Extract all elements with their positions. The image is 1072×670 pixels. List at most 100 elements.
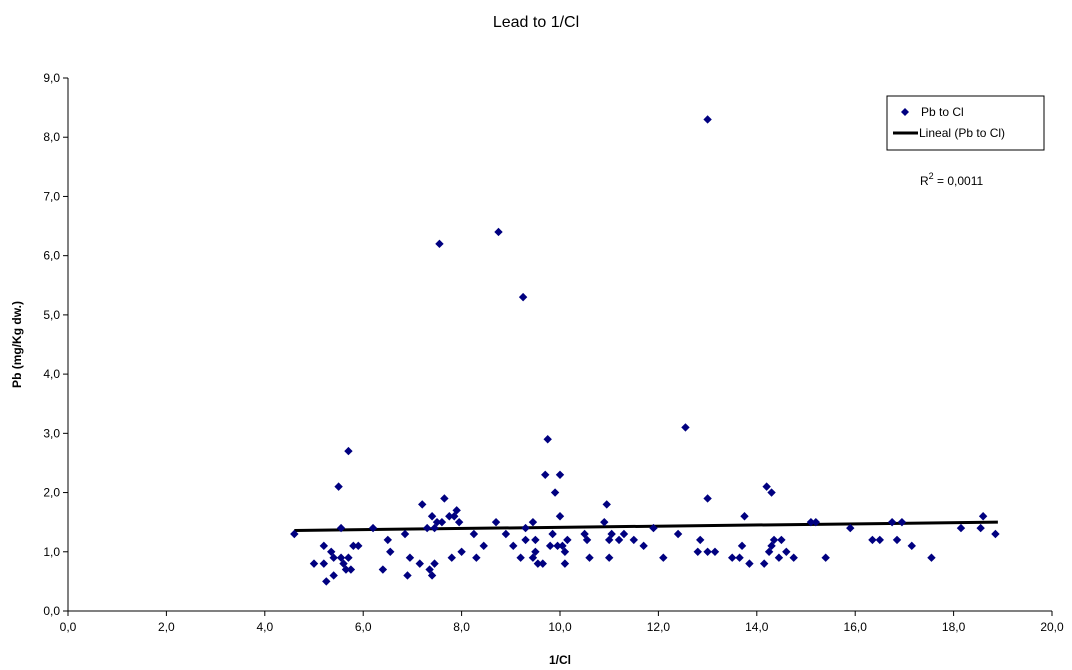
data-point	[516, 553, 525, 562]
x-tick-label: 20,0	[1040, 620, 1064, 634]
data-point	[976, 523, 985, 533]
data-point	[735, 553, 744, 562]
y-tick-label: 0,0	[43, 604, 60, 618]
data-point	[774, 553, 784, 562]
data-point	[378, 565, 388, 574]
data-point	[329, 553, 338, 562]
legend-trendline-label: Lineal (Pb to Cl)	[919, 126, 1005, 140]
data-point	[437, 517, 447, 527]
x-tick-label: 0,0	[60, 620, 77, 634]
data-point	[528, 553, 538, 562]
y-tick-label: 8,0	[43, 130, 60, 144]
x-axis-label: 1/Cl	[549, 653, 571, 667]
data-point	[703, 115, 712, 124]
x-tick-label: 2,0	[158, 620, 175, 634]
data-point	[600, 517, 609, 527]
data-point	[472, 553, 481, 562]
data-point	[469, 529, 479, 539]
data-point	[538, 559, 547, 568]
data-point	[418, 500, 427, 509]
data-point	[422, 523, 432, 533]
data-point	[789, 553, 798, 562]
data-point	[740, 512, 749, 521]
data-point	[491, 517, 501, 527]
data-point	[450, 512, 459, 521]
data-point	[710, 547, 720, 556]
data-point	[639, 541, 648, 551]
data-point	[619, 529, 629, 539]
data-point	[457, 547, 466, 556]
data-point	[681, 423, 690, 432]
r2-superscript: 2	[929, 171, 934, 181]
data-point	[354, 541, 363, 551]
data-point	[521, 535, 530, 545]
data-point	[811, 517, 821, 527]
data-point	[887, 517, 897, 527]
r2-prefix: R	[920, 174, 929, 188]
data-point	[440, 494, 449, 503]
data-point	[821, 553, 830, 562]
trendline	[294, 520, 998, 532]
data-point	[555, 470, 565, 479]
data-point	[405, 553, 415, 562]
data-point	[607, 529, 616, 539]
data-point	[400, 529, 410, 539]
data-point	[703, 547, 712, 556]
data-point	[703, 494, 712, 503]
data-point	[518, 292, 528, 302]
y-tick-label: 6,0	[43, 249, 60, 263]
data-point	[403, 571, 412, 580]
data-point	[336, 553, 346, 562]
data-point	[764, 547, 774, 556]
data-point	[846, 523, 855, 533]
data-point	[907, 541, 916, 551]
data-point	[336, 523, 346, 533]
data-point	[329, 571, 338, 580]
r-squared-annotation: R2 = 0,0011	[920, 171, 984, 188]
data-point	[346, 565, 356, 574]
data-point	[762, 482, 771, 491]
data-point	[728, 553, 737, 562]
data-point	[777, 535, 786, 545]
data-point	[528, 517, 538, 527]
data-point	[452, 506, 461, 515]
data-point	[344, 446, 353, 456]
data-point	[875, 535, 884, 545]
data-point	[322, 577, 331, 586]
data-point	[649, 523, 658, 533]
x-tick-label: 16,0	[844, 620, 868, 634]
data-point	[897, 517, 907, 527]
data-point	[479, 541, 488, 551]
x-tick-label: 18,0	[942, 620, 966, 634]
legend-series-label: Pb to Cl	[921, 105, 964, 119]
data-point	[447, 553, 456, 562]
data-point	[782, 547, 791, 556]
data-point	[696, 535, 705, 545]
data-point	[553, 541, 562, 551]
x-tick-label: 10,0	[548, 620, 572, 634]
y-axis-ticks: 0,0 1,0 2,0 3,0 4,0 5,0 6,0 7,0 8,0 9,0	[43, 71, 68, 618]
data-point	[673, 529, 683, 539]
data-point	[334, 482, 343, 491]
data-point	[555, 512, 565, 521]
data-point	[978, 512, 988, 521]
data-point	[543, 435, 552, 444]
data-point	[767, 488, 776, 497]
data-point	[769, 535, 779, 545]
data-point	[533, 559, 543, 568]
data-point	[602, 500, 611, 509]
data-point	[892, 535, 902, 545]
data-point	[427, 571, 437, 580]
data-point	[737, 541, 747, 551]
x-tick-label: 12,0	[647, 620, 671, 634]
y-tick-label: 1,0	[43, 545, 60, 559]
y-tick-label: 3,0	[43, 426, 60, 440]
data-point	[745, 559, 754, 568]
data-point	[541, 470, 550, 479]
trendline-layer	[294, 520, 998, 532]
data-point	[582, 535, 592, 545]
data-point	[767, 541, 776, 551]
y-axis-label: Pb (mg/Kg dw.)	[10, 301, 24, 388]
data-point	[521, 523, 530, 533]
chart-legend: Pb to Cl Lineal (Pb to Cl)	[886, 95, 1045, 151]
